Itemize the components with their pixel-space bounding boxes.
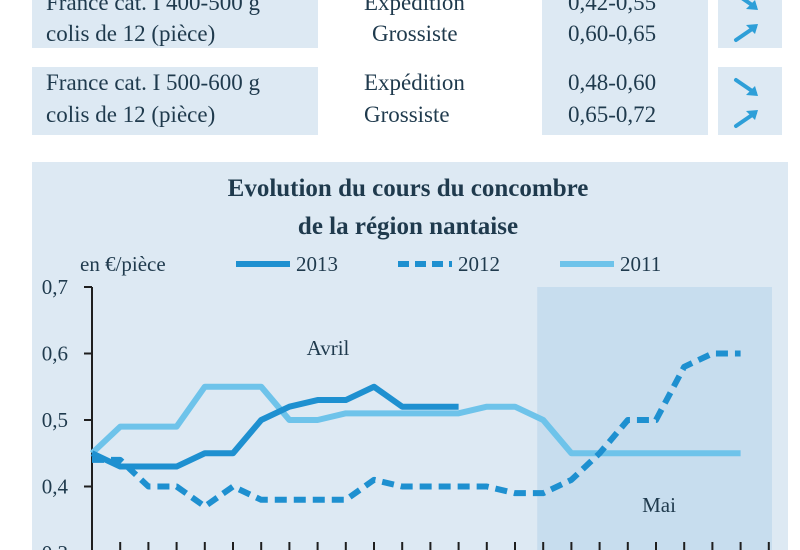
series-line-2013: [90, 383, 459, 470]
period-label-april: Avril: [307, 336, 350, 360]
price-line-2: 0,60-0,65: [568, 21, 657, 46]
arrow-up-right-icon: [734, 24, 758, 42]
stage-line-2: Grossiste: [364, 102, 450, 127]
series-line-2012: [92, 350, 741, 510]
price-line-1: 0,42-0,55: [568, 0, 657, 15]
product-line-2: colis de 12 (pièce): [46, 21, 216, 46]
chart-title-line-2: de la région nantaise: [298, 213, 518, 240]
legend-label-2011: 2011: [620, 252, 661, 276]
product-line-1: France cat. I 500-600 g: [46, 70, 260, 95]
unit-label: en €/pièce: [80, 252, 166, 276]
trend-cell: [718, 67, 782, 135]
price-row: France cat. I 500-600 g colis de 12 (piè…: [0, 60, 800, 135]
product-line-1: France cat. I 400-500 g: [46, 0, 260, 15]
product-cell: France cat. I 500-600 g colis de 12 (piè…: [32, 67, 318, 135]
product-cell: France cat. I 400-500 g colis de 12 (piè…: [32, 0, 318, 48]
price-line-2: 0,65-0,72: [568, 102, 657, 127]
stage-cell: Expédition Grossiste: [330, 0, 530, 48]
y-tick-label: 0,5: [42, 408, 68, 432]
stage-line-1: Expédition: [364, 0, 465, 15]
y-tick-label: 0,3: [42, 541, 68, 550]
y-tick-label: 0,6: [42, 342, 68, 366]
trend-cell: [718, 0, 782, 48]
stage-line-1: Expédition: [364, 70, 465, 95]
legend-label-2013: 2013: [296, 252, 338, 276]
price-line-1: 0,48-0,60: [568, 70, 657, 95]
stage-line-2: Grossiste: [372, 21, 458, 46]
arrow-up-right-icon: [734, 110, 758, 128]
chart-title-line-1: Evolution du cours du concombre: [228, 175, 589, 202]
arrow-down-right-icon: [734, 78, 758, 96]
stage-cell: Expédition Grossiste: [330, 67, 530, 135]
y-tick-label: 0,4: [42, 475, 69, 499]
price-cell: 0,42-0,55 0,60-0,65: [542, 0, 708, 60]
price-cell: 0,48-0,60 0,65-0,72: [542, 60, 708, 135]
series-line-2011: [89, 383, 741, 457]
price-row: France cat. I 400-500 g colis de 12 (piè…: [0, 0, 800, 60]
legend-label-2012: 2012: [458, 252, 500, 276]
price-table: France cat. I 400-500 g colis de 12 (piè…: [0, 0, 800, 140]
period-label-may: Mai: [642, 493, 676, 517]
product-line-2: colis de 12 (pièce): [46, 102, 216, 127]
y-tick-label: 0,7: [42, 275, 68, 299]
arrow-down-right-icon: [741, 0, 758, 10]
